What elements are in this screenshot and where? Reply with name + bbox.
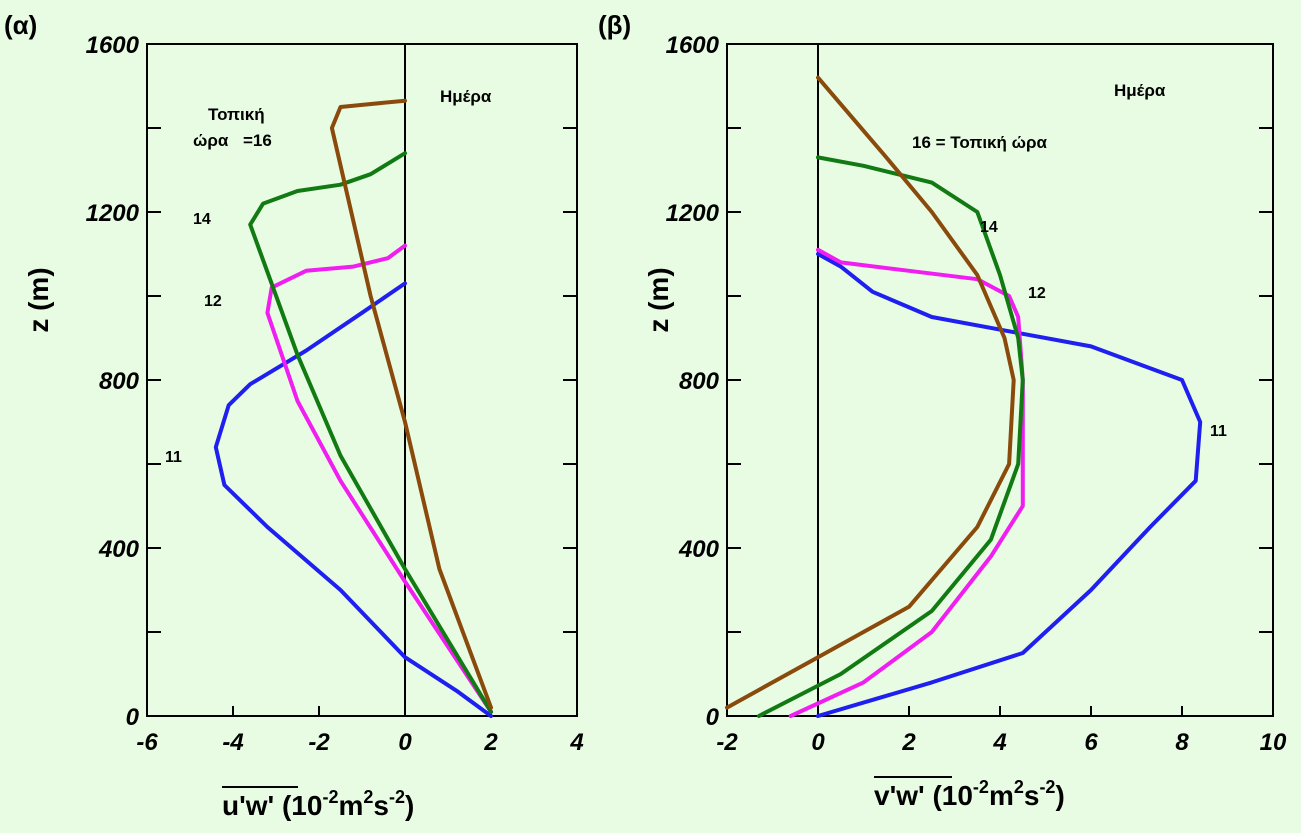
x-tick-label: -4 <box>222 729 243 756</box>
x-title-exp: -2 <box>1039 777 1055 797</box>
panel-label: (α) <box>4 10 37 40</box>
y-axis-title: z (m) <box>23 267 54 332</box>
series-line-11 <box>816 252 1203 718</box>
series-line-16 <box>329 98 493 710</box>
y-tick-label: 1600 <box>666 32 720 59</box>
panel-label: (β) <box>598 10 631 40</box>
y-tick-label: 800 <box>679 368 720 395</box>
series-line-12 <box>788 247 1025 718</box>
x-tick-label: 2 <box>901 729 916 756</box>
y-tick-label: 1200 <box>666 200 720 227</box>
x-tick-label: 0 <box>811 729 825 756</box>
panel-a: 0 400 800 1200 1600 -6 -4 -2 0 2 4 (α) z (m) u'w' (10… <box>4 10 584 821</box>
x-axis-title: u'w' (10-2m2s-2) <box>222 787 414 821</box>
annotation-label-14: 14 <box>193 211 211 228</box>
x-title-units: (10 <box>282 790 322 821</box>
x-tick-label: 8 <box>1175 729 1189 756</box>
annotation-day: Ημέρα <box>440 87 492 106</box>
annotation-label-12: 12 <box>204 293 222 310</box>
x-title-exp: 2 <box>1014 777 1024 797</box>
x-tick-label: 4 <box>992 729 1006 756</box>
annotation-label-12: 12 <box>1028 285 1046 302</box>
x-title-exp: -2 <box>322 787 338 807</box>
x-title-s: s <box>1024 780 1040 811</box>
series-line-16 <box>725 75 1016 710</box>
annotation-label-14: 14 <box>980 219 998 236</box>
x-title-var: u'w' <box>222 790 274 821</box>
x-title-units: (10 <box>932 780 972 811</box>
annotation-local-time-value: =16 <box>243 131 272 150</box>
x-title-exp: 2 <box>363 787 373 807</box>
y-axis-title: z (m) <box>643 267 674 332</box>
annotation-local-time-line1: Τοπική <box>208 105 265 124</box>
series-line-14 <box>248 151 493 714</box>
y-tick-label: 1200 <box>86 200 140 227</box>
y-tick-label: 400 <box>98 536 140 563</box>
annotation-day: Ημέρα <box>1114 81 1166 100</box>
x-tick-label: 10 <box>1260 729 1287 756</box>
x-tick-label: -2 <box>308 729 330 756</box>
x-title-m: m <box>338 790 363 821</box>
y-tick-label: 1600 <box>86 32 140 59</box>
x-axis-title: v'w' (10-2m2s-2) <box>874 777 1065 811</box>
y-tick-label: 400 <box>678 536 720 563</box>
x-tick-label: -6 <box>136 729 158 756</box>
y-tick-label: 0 <box>706 704 720 731</box>
annotation-local-time: 16 = Τοπική ώρα <box>912 133 1048 152</box>
x-title-var: v'w' <box>874 780 925 811</box>
annotation-local-time-line2: ώρα <box>193 131 229 150</box>
x-title-s: s <box>373 790 389 821</box>
y-tick-label: 800 <box>99 368 140 395</box>
x-tick-label: 2 <box>483 729 498 756</box>
x-tick-label: 0 <box>398 729 412 756</box>
x-title-close: ) <box>1055 780 1064 811</box>
x-title-m: m <box>989 780 1014 811</box>
y-tick-label: 0 <box>126 704 140 731</box>
annotation-label-11: 11 <box>165 449 182 466</box>
x-title-close: ) <box>405 790 414 821</box>
annotation-label-11: 11 <box>1210 423 1227 440</box>
x-title-exp: -2 <box>973 777 989 797</box>
series-line-12 <box>265 243 493 714</box>
x-title-exp: -2 <box>389 787 405 807</box>
series-line-14 <box>756 155 1025 718</box>
series-line-11 <box>213 281 493 718</box>
x-tick-label: 6 <box>1084 729 1098 756</box>
x-tick-label: -2 <box>716 729 738 756</box>
x-tick-label: 4 <box>569 729 583 756</box>
